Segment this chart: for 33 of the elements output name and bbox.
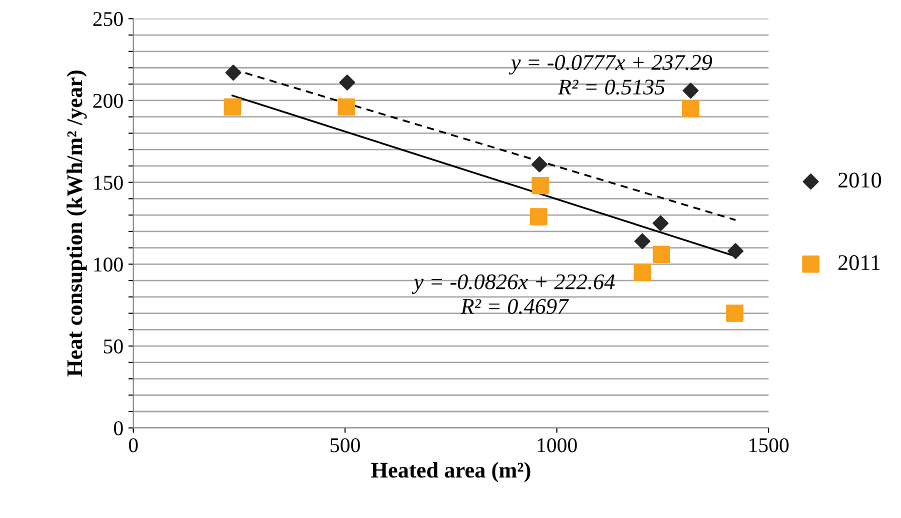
y-tick-label: 50 [104, 339, 123, 354]
point [728, 243, 744, 260]
point [634, 233, 650, 250]
point [225, 64, 242, 81]
legend-label: 2011 [838, 255, 880, 270]
y-axis-title: Heat consuption (kWh/m² /year) [66, 70, 87, 377]
point [682, 100, 700, 118]
x-tick-label: 500 [330, 438, 360, 452]
annotation: y = -0.0826x + 222.64 [412, 274, 615, 294]
y-tick-label: 150 [94, 176, 123, 190]
y-tick-label: 250 [93, 12, 123, 26]
y-tick-label: 100 [94, 258, 123, 272]
x-tick-label: 0 [128, 438, 138, 452]
point [224, 98, 242, 116]
point [634, 264, 651, 281]
point [652, 215, 669, 232]
y-tick-label: 0 [114, 421, 123, 436]
annotation: R² = 0.5135 [558, 80, 665, 95]
point [339, 74, 356, 90]
point [652, 246, 670, 263]
x-tick-label: 1500 [750, 438, 789, 452]
x-tick-label: 1000 [538, 438, 577, 452]
point [338, 98, 355, 116]
annotation: y = -0.0777x + 237.29 [509, 54, 712, 75]
x-axis-title: Heated area (m²) [371, 462, 530, 482]
point [532, 176, 549, 194]
legend-label: 2010 [838, 172, 882, 188]
y-tick-label: 200 [93, 94, 123, 108]
point [531, 156, 548, 172]
point [726, 304, 744, 322]
annotation: R² = 0.4697 [460, 298, 569, 314]
point [530, 208, 548, 226]
point [682, 82, 699, 99]
